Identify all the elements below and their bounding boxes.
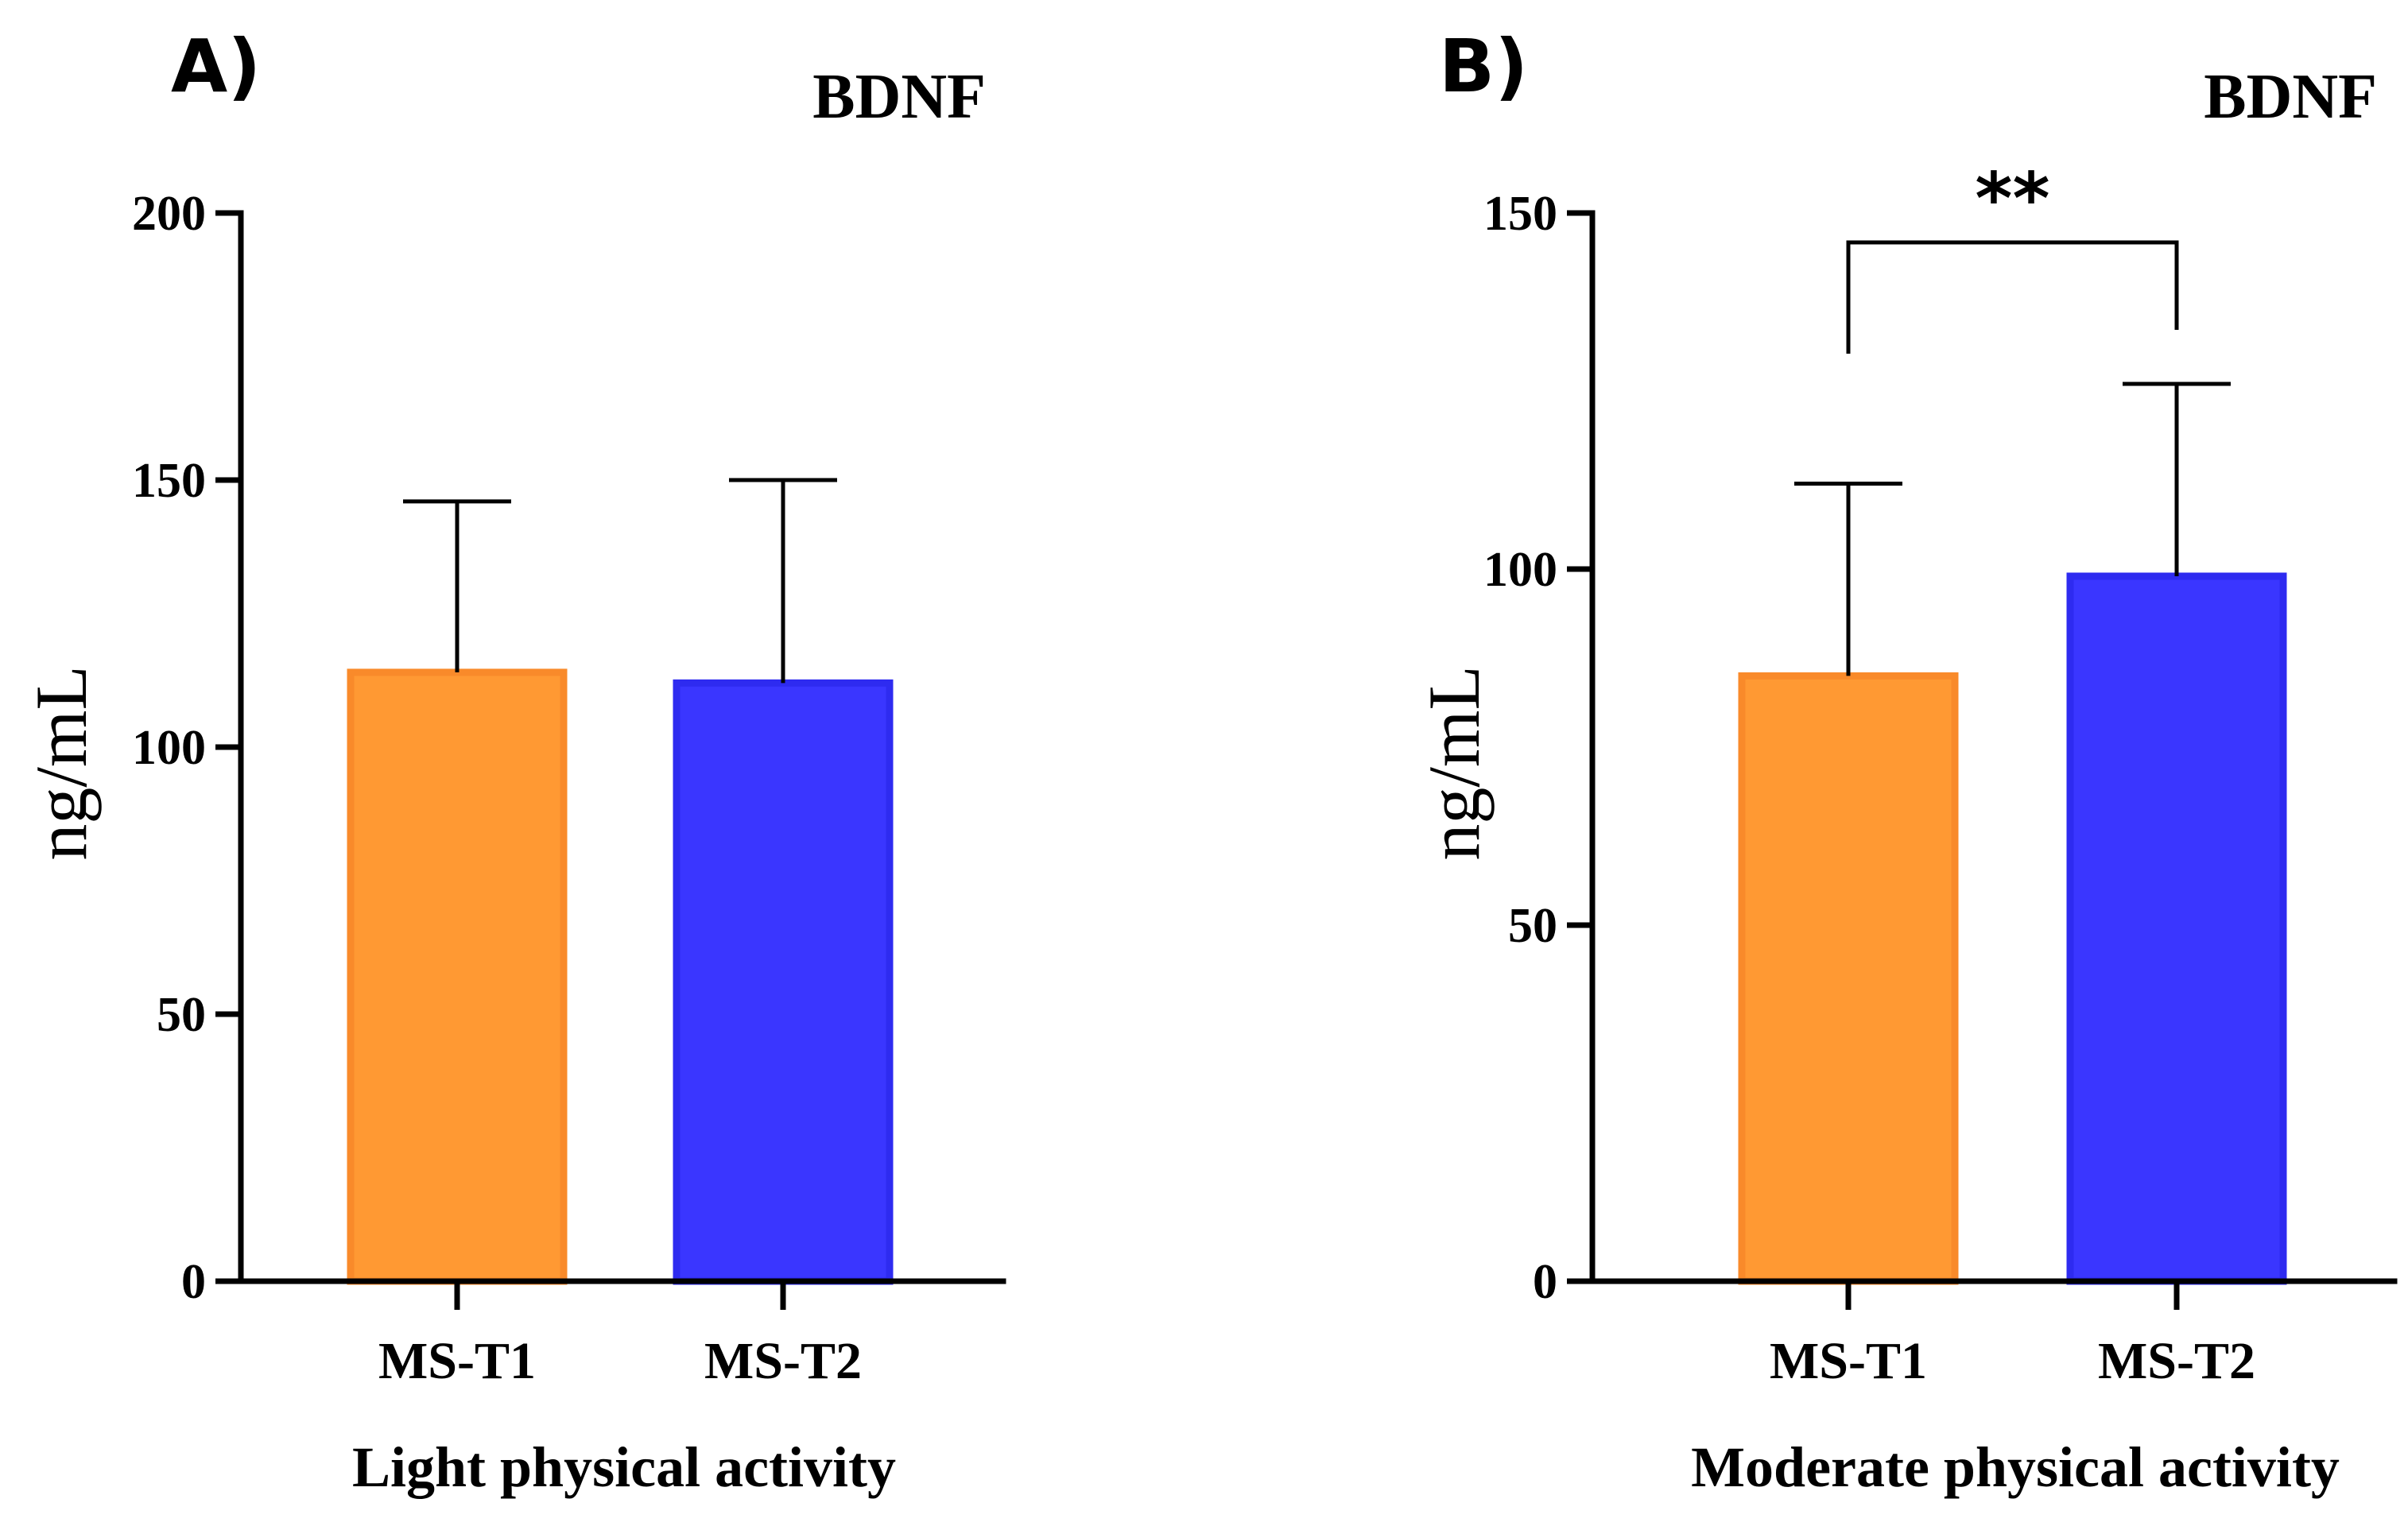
panel-a-title: BDNF	[812, 62, 986, 132]
panel-a-y-tick-label-0: 0	[181, 1255, 206, 1309]
panel-a-y-tick-label-100: 100	[132, 721, 206, 775]
panel-a-y-tick-label-50: 50	[157, 988, 206, 1042]
panel-a-y-tick-label-200: 200	[132, 187, 206, 241]
panel-b-bar-ms-t2	[2066, 572, 2287, 1285]
panel-b-significance-bracket	[1846, 240, 2179, 354]
panel-a-category-label-2: MS-T2	[704, 1332, 862, 1390]
panel-b-bar-ms-t1	[1738, 672, 1959, 1285]
panel-b-category-label-1: MS-T1	[1770, 1332, 1927, 1390]
panel-a-marks: 0 50 100 150 200 MS-T1 MS-T2	[132, 187, 1006, 1390]
panel-b-x-axis-title: Moderate physical activity	[1691, 1435, 2340, 1499]
panel-b-letter: B)	[1439, 24, 1528, 109]
panel-b-y-tick-label-50: 50	[1508, 899, 1557, 953]
panel-a-x-axis-title: Light physical activity	[352, 1435, 896, 1499]
panel-b-marks: 0 50 100 150 MS-T1 MS-T2 **	[1483, 157, 2398, 1390]
panel-a-y-axis-title: ng/mL	[21, 665, 102, 860]
panel-b-y-tick-label-0: 0	[1533, 1255, 1557, 1309]
panel-b-y-axis-title: ng/mL	[1413, 665, 1495, 860]
panel-a-bar-ms-t1	[347, 668, 568, 1285]
panel-b-y-tick-label-100: 100	[1483, 543, 1557, 597]
panel-b-category-label-2: MS-T2	[2098, 1332, 2255, 1390]
panel-b-y-tick-label-150: 150	[1483, 187, 1557, 241]
panel-b-title: BDNF	[2204, 62, 2377, 132]
panel-a-category-label-1: MS-T1	[378, 1332, 536, 1390]
panel-a-letter: A)	[171, 24, 261, 109]
panel-a-y-tick-label-150: 150	[132, 454, 206, 508]
panel-a-bar-ms-t2	[673, 679, 894, 1285]
panel-a: A) BDNF ng/mL Light physical activity 0 5…	[21, 24, 1006, 1499]
panel-b-significance-label: **	[1975, 157, 2049, 241]
panel-b: B) BDNF ng/mL Moderate physical activity…	[1413, 24, 2398, 1499]
